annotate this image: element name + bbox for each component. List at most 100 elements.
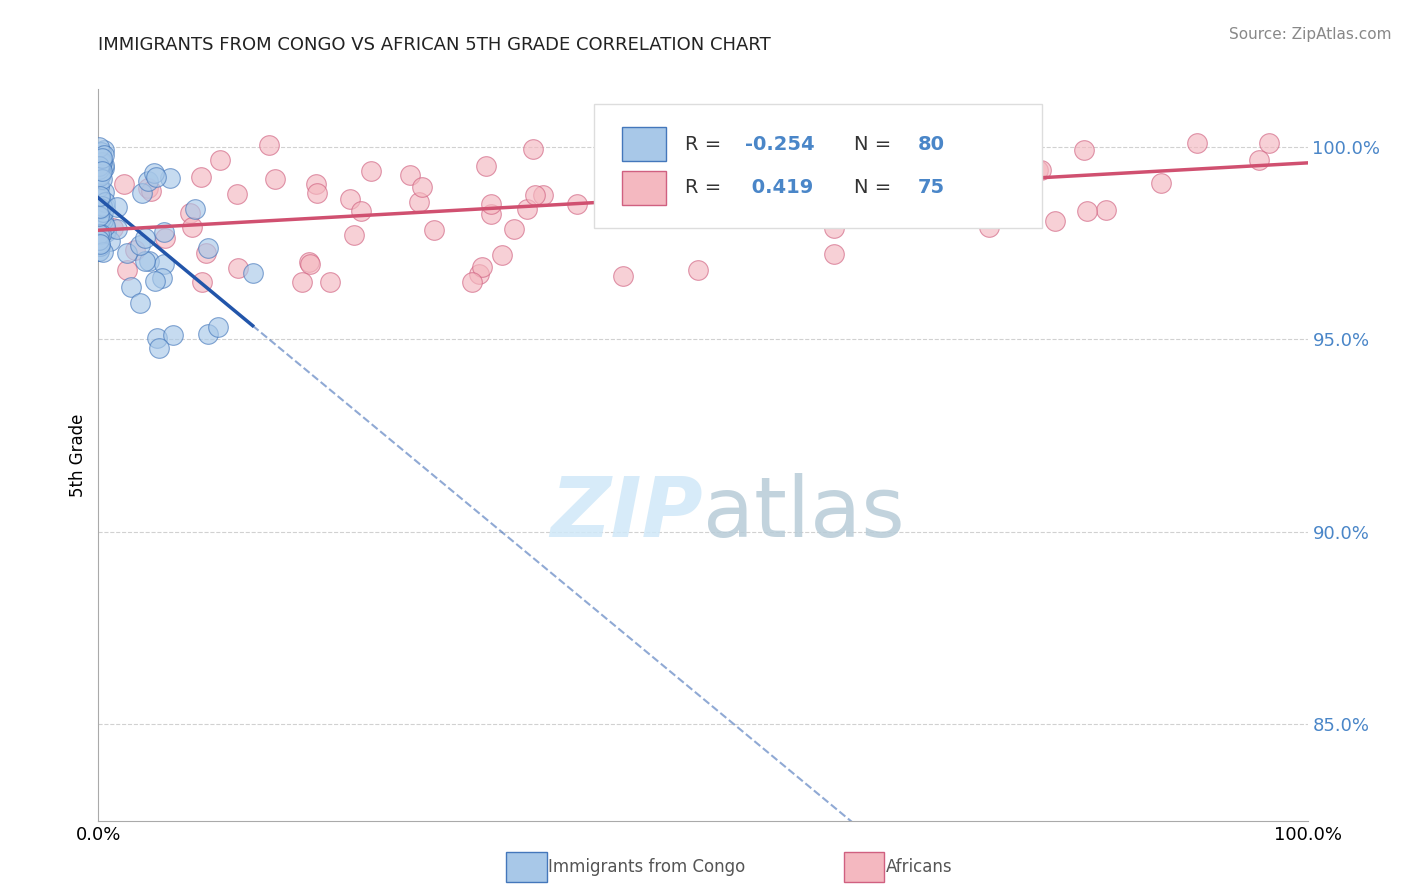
Point [89,169,111,184]
Point [91,163,114,178]
Point [145,169,167,184]
Point [93,161,115,175]
Text: ZIP: ZIP [550,473,703,554]
Y-axis label: 5th Grade: 5th Grade [69,413,87,497]
Point [89,158,111,172]
Point [87,178,110,192]
Point [134,231,156,245]
Point [208,153,231,167]
Point [823,148,845,162]
Point [479,196,502,211]
Point [181,219,204,234]
Point [93,185,115,199]
Point [89,233,111,247]
Point [747,136,769,150]
Text: 75: 75 [918,178,945,197]
Point [89,209,111,223]
Point [87,148,110,162]
Text: 80: 80 [918,135,945,153]
Point [139,184,162,198]
Point [823,247,845,261]
Point [987,136,1010,150]
Point [657,193,679,207]
Point [90,211,112,226]
Point [90,207,112,221]
Point [942,162,965,177]
Point [96,225,118,239]
Point [197,327,219,342]
Point [128,238,150,252]
Point [91,171,114,186]
Point [101,221,124,235]
Point [1094,203,1116,218]
Text: R =: R = [685,178,727,197]
Point [197,241,219,255]
Point [228,261,250,276]
Point [422,223,444,237]
Point [89,222,111,236]
Point [491,248,513,262]
Point [90,167,112,181]
Point [290,275,312,289]
Point [399,168,422,182]
Point [1005,136,1028,150]
Point [105,200,128,214]
Point [339,192,361,206]
Point [735,182,758,196]
Point [89,239,111,253]
Point [91,245,114,260]
Point [90,164,112,178]
Point [89,159,111,173]
Point [91,151,114,165]
Text: atlas: atlas [703,473,904,554]
Point [350,204,373,219]
Point [136,174,159,188]
Point [257,138,280,153]
Point [94,200,117,214]
Point [307,186,329,201]
Point [1026,163,1049,178]
Point [94,219,117,234]
Point [516,202,538,216]
Point [1076,203,1098,218]
Point [89,168,111,182]
Point [91,213,114,227]
Point [90,156,112,170]
Point [94,195,117,210]
Point [471,260,494,275]
Point [1247,153,1270,167]
Point [411,179,433,194]
Point [87,180,110,194]
Point [179,206,201,220]
Point [152,257,174,271]
Point [90,159,112,173]
Point [502,221,524,235]
Point [408,194,430,209]
Point [89,227,111,241]
Point [522,142,544,156]
Point [87,226,110,240]
Point [298,255,321,269]
Point [91,205,114,219]
Point [194,245,217,260]
Point [759,185,782,199]
Point [124,243,146,257]
Point [979,220,1001,235]
Point [89,193,111,207]
Point [1150,176,1173,190]
Point [90,145,112,160]
Point [120,280,142,294]
Point [91,155,114,169]
Text: Immigrants from Congo: Immigrants from Congo [548,858,745,876]
Point [159,171,181,186]
Text: -0.254: -0.254 [745,135,815,153]
Point [162,328,184,343]
Point [479,207,502,221]
Point [305,178,328,192]
Point [89,201,111,215]
Point [98,235,121,249]
Point [90,227,112,241]
Point [87,140,110,154]
Point [153,231,176,245]
Point [87,244,110,258]
